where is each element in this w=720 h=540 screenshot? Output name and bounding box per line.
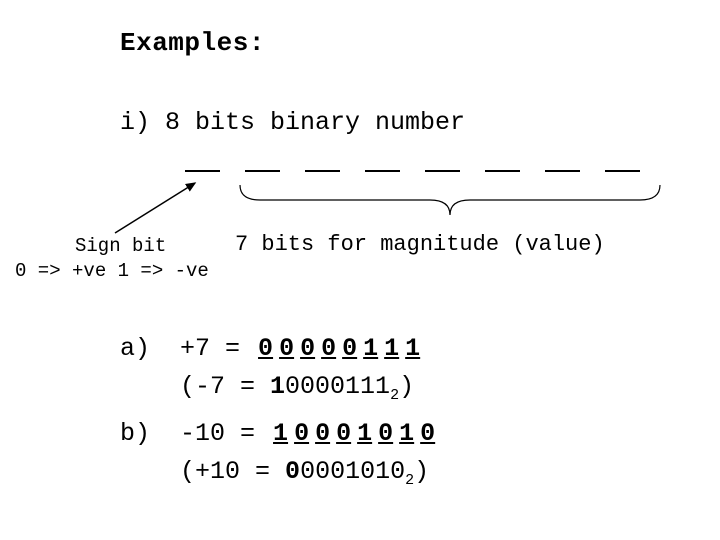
example-b-paren-prefix: (+10 = [180, 457, 285, 486]
example-a-paren-close: ) [399, 372, 414, 401]
example-a-bit: 0 [297, 334, 318, 363]
bit-slot [545, 170, 580, 172]
example-a-bit: 0 [255, 334, 276, 363]
example-b-line1: b) -10 = 10001010 [120, 415, 438, 453]
bit-slot [485, 170, 520, 172]
example-b-paren-rest: 0001010 [300, 457, 405, 486]
magnitude-label: 7 bits for magnitude (value) [235, 232, 605, 257]
sign-bit-label: Sign bit [75, 235, 166, 257]
example-a-bit: 0 [318, 334, 339, 363]
example-b-line2: (+10 = 000010102) [120, 453, 438, 500]
example-b-bit: 0 [291, 419, 312, 448]
example-b-bit: 0 [375, 419, 396, 448]
magnitude-brace [230, 180, 670, 220]
example-b-lhs: -10 = [180, 419, 270, 448]
example-b-bit: 1 [396, 419, 417, 448]
bit-slot [305, 170, 340, 172]
example-b-paren-close: ) [414, 457, 429, 486]
examples-block: a) +7 = 00000111 (-7 = 100001112) b) -10… [120, 330, 438, 500]
example-a-line1: a) +7 = 00000111 [120, 330, 438, 368]
example-a-bit: 1 [402, 334, 423, 363]
example-b-subscript: 2 [405, 472, 414, 489]
sign-bit-arrow [100, 178, 220, 238]
example-a-paren-prefix: (-7 = [180, 372, 270, 401]
example-a-line2: (-7 = 100001112) [120, 368, 438, 415]
bit-slot [185, 170, 220, 172]
example-b-paren-bold: 0 [285, 457, 300, 486]
example-a-marker: a) [120, 334, 150, 363]
page-title: Examples: [120, 28, 265, 58]
example-b-marker: b) [120, 419, 150, 448]
bit-slot [245, 170, 280, 172]
example-a-bit: 0 [339, 334, 360, 363]
sign-bit-values: 0 => +ve 1 => -ve [15, 260, 209, 282]
example-i-heading: i) 8 bits binary number [120, 108, 465, 137]
example-b-bit: 1 [270, 419, 291, 448]
example-b-bit: 1 [354, 419, 375, 448]
example-a-subscript: 2 [390, 387, 399, 404]
example-b-bit: 0 [312, 419, 333, 448]
bit-slot [605, 170, 640, 172]
example-a-bit: 1 [360, 334, 381, 363]
example-a-lhs: +7 = [180, 334, 255, 363]
example-a-paren-rest: 0000111 [285, 372, 390, 401]
example-b-bit: 0 [333, 419, 354, 448]
example-a-bit: 0 [276, 334, 297, 363]
example-b-bit: 0 [417, 419, 438, 448]
bit-slot [365, 170, 400, 172]
bit-slot [425, 170, 460, 172]
example-a-bit: 1 [381, 334, 402, 363]
example-a-paren-bold: 1 [270, 372, 285, 401]
